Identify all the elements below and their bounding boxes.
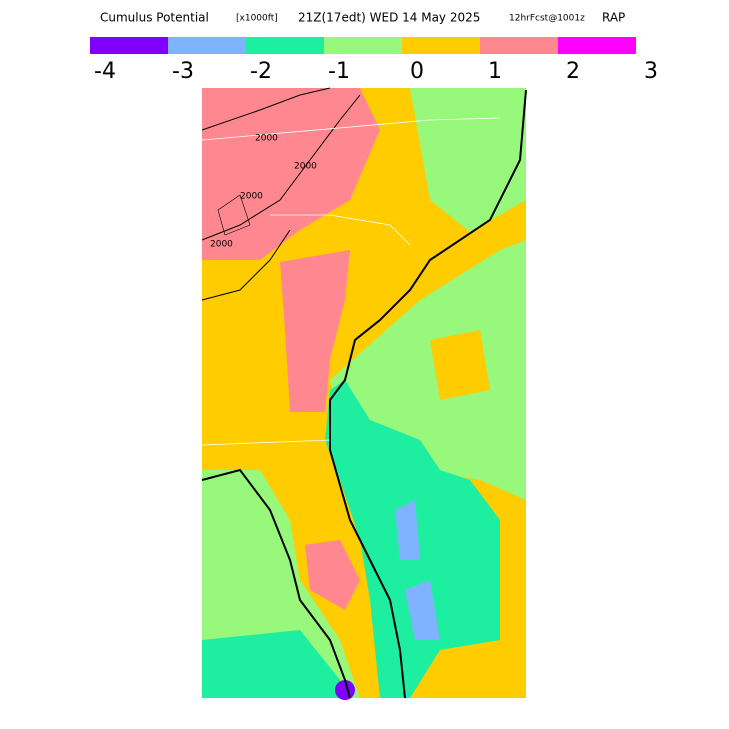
colorbar-label: 3 (644, 59, 658, 84)
colorbar-label: 2 (566, 59, 580, 84)
title-name: Cumulus Potential (100, 11, 209, 25)
contour-label: 2000 (210, 240, 233, 250)
field-region (280, 250, 350, 412)
colorbar-segment (90, 37, 168, 54)
state-border (270, 214, 411, 246)
title-forecast: 12hrFcst@1001z (509, 14, 585, 24)
state-border (201, 117, 501, 141)
colorbar-label: -2 (250, 59, 272, 84)
colorbar-label: 1 (488, 59, 502, 84)
colorbar-segment (558, 37, 636, 54)
contour (201, 87, 331, 131)
coastline (201, 468, 351, 699)
contour (201, 94, 361, 241)
field-region (410, 88, 526, 232)
field-region (405, 580, 440, 640)
contour (201, 229, 291, 301)
coastline (329, 89, 527, 699)
colorbar-label: -4 (94, 59, 116, 84)
colorbar-segment (324, 37, 402, 54)
contour-label: 2000 (294, 162, 317, 172)
contour-label: 2000 (240, 192, 263, 202)
contour-label: 2000 (255, 134, 278, 144)
field-region (305, 540, 360, 610)
field-region (395, 500, 420, 560)
colorbar-segment (246, 37, 324, 54)
colorbar-label: 0 (410, 59, 424, 84)
field-region (217, 194, 251, 236)
title-model: RAP (602, 11, 625, 25)
title-valid: 21Z(17edt) WED 14 May 2025 (298, 11, 480, 25)
colorbar: -4 -3 -2 -1 0 1 2 3 (90, 37, 658, 84)
colorbar-segment (168, 37, 246, 54)
field-region (202, 630, 340, 698)
title-unit: [x1000ft] (236, 14, 278, 24)
colorbar-label: -1 (328, 59, 350, 84)
state-border (201, 439, 331, 446)
field-region (430, 330, 490, 400)
map: 2000 2000 2000 2000 (201, 87, 527, 700)
colorbar-segment (402, 37, 480, 54)
colorbar-segment (480, 37, 558, 54)
colorbar-label: -3 (172, 59, 194, 84)
